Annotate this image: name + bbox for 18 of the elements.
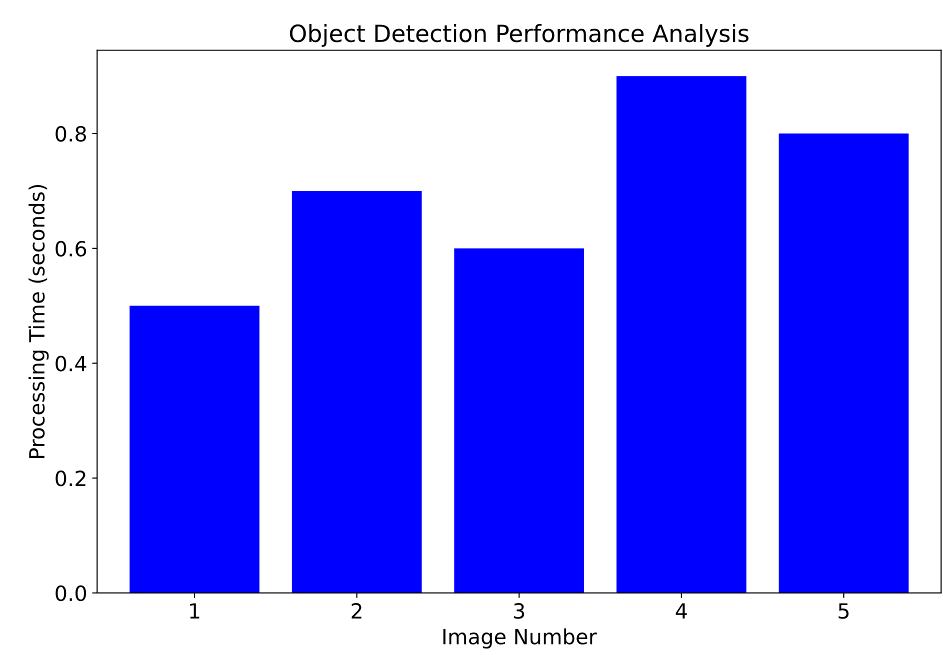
y-axis-title: Processing Time (seconds) bbox=[28, 184, 49, 458]
y-tick-label: 0.8 bbox=[56, 126, 86, 142]
x-tick-label: 1 bbox=[190, 603, 200, 618]
bar bbox=[616, 76, 746, 593]
bar bbox=[292, 190, 422, 593]
bar bbox=[130, 306, 260, 593]
bar bbox=[778, 134, 909, 593]
y-tick-label: 0.4 bbox=[56, 356, 86, 372]
y-tick-label: 0.0 bbox=[56, 585, 86, 602]
bar bbox=[454, 248, 584, 593]
x-tick-label: 5 bbox=[838, 603, 849, 619]
y-tick-label: 0.2 bbox=[56, 470, 86, 486]
y-tick-label: 0.6 bbox=[56, 240, 86, 257]
x-axis-title: Image Number bbox=[443, 628, 597, 649]
chart-title: Object Detection Performance Analysis bbox=[290, 24, 748, 47]
x-tick-label: 2 bbox=[352, 603, 362, 618]
x-tick-label: 4 bbox=[676, 603, 687, 618]
x-tick-label: 3 bbox=[514, 603, 524, 619]
